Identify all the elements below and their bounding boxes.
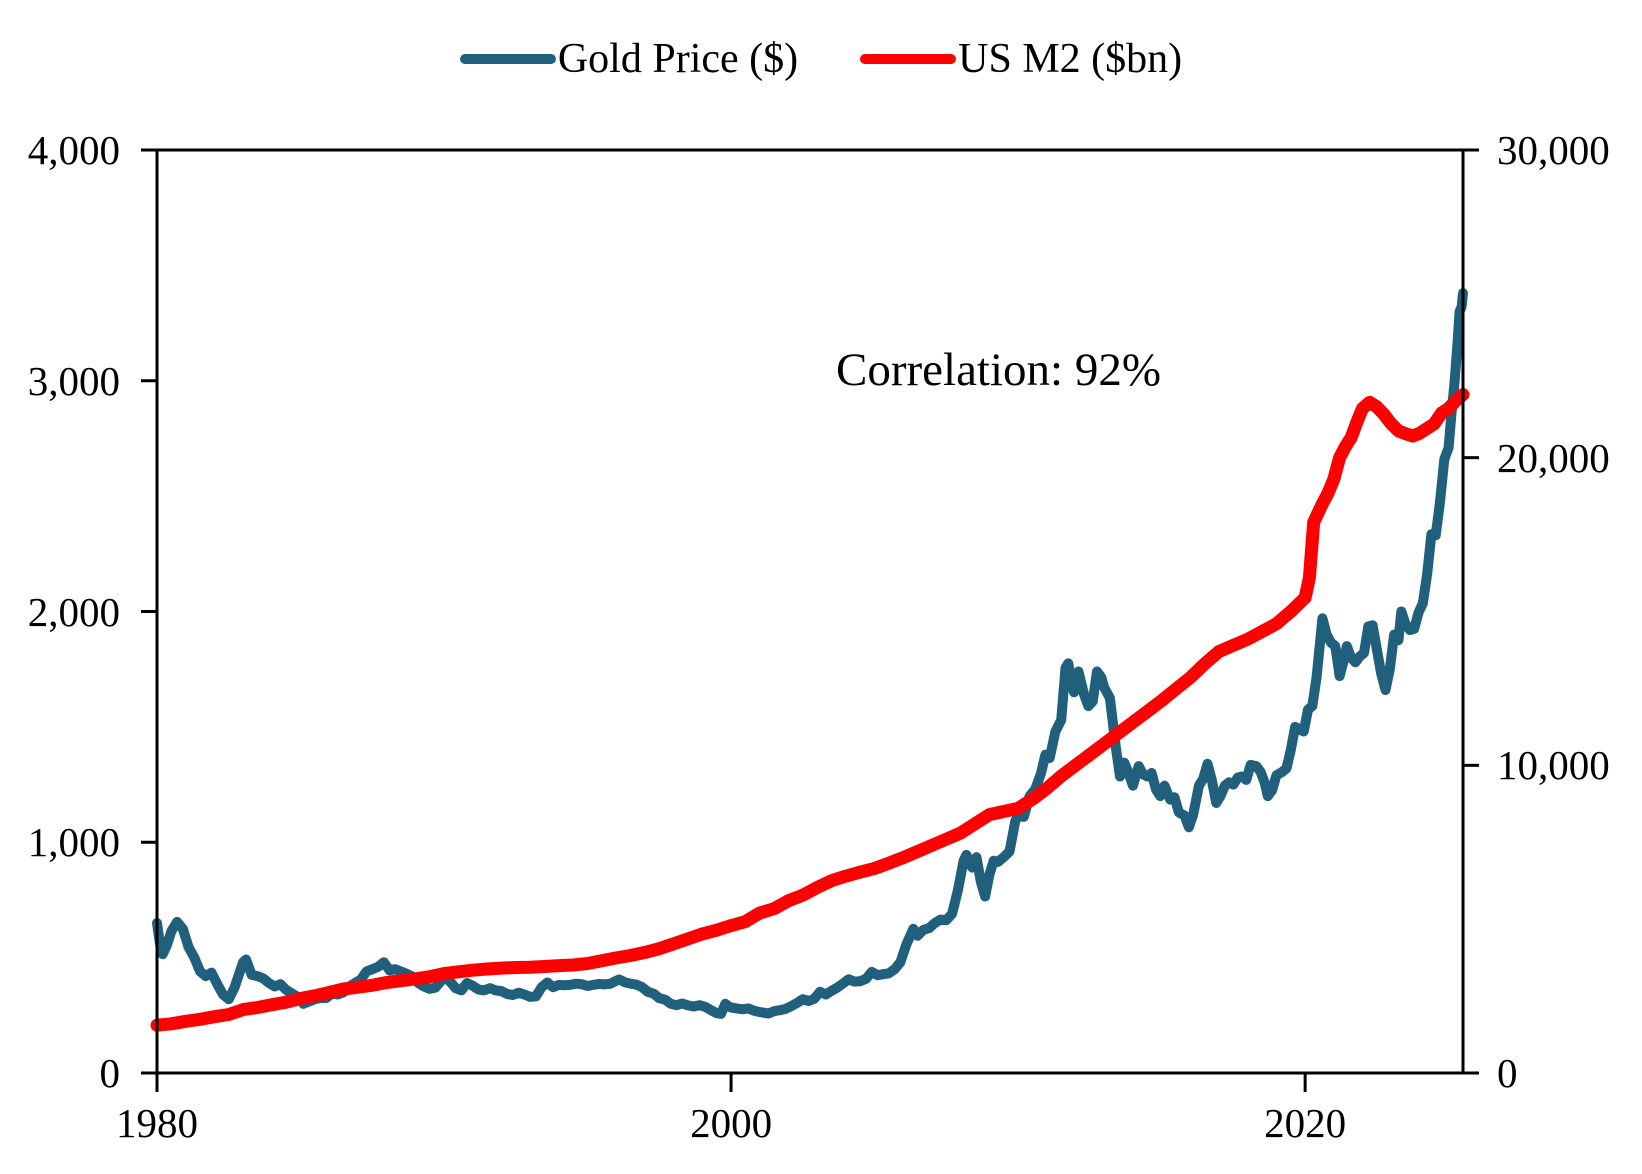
x-axis-label-1980: 1980 [116,1100,198,1146]
right-axis-label-0: 0 [1497,1050,1518,1096]
series-line-gold [152,288,1468,1019]
legend-label-gold: Gold Price ($) [557,36,799,82]
legend-label-m2: US M2 ($bn) [958,36,1183,82]
legend-item-m2: US M2 ($bn) [860,38,1182,80]
plot-border [155,148,1465,1075]
series-line-m2 [150,388,1470,1032]
x-axis-label-2020: 2020 [1264,1100,1347,1146]
left-axis-label-0: 0 [99,1050,121,1096]
left-axis-label-3000: 3,000 [27,357,120,404]
right-axis-label-30000: 30,000 [1497,127,1610,173]
legend: Gold Price ($) US M2 ($bn) [0,38,1642,80]
left-axis-label-4000: 4,000 [27,127,120,173]
legend-item-gold: Gold Price ($) [459,36,799,82]
right-axis-label-20000: 20,000 [1497,434,1610,481]
gold-line-swatch [459,54,556,64]
x-axis-label-2000: 2000 [690,1100,773,1146]
m2-line-swatch [860,54,957,64]
left-axis-label-1000: 1,000 [27,819,120,866]
right-axis-label-10000: 10,000 [1497,742,1610,789]
left-axis-label-2000: 2,000 [27,588,120,635]
correlation-annotation: Correlation: 92% [836,344,1162,396]
